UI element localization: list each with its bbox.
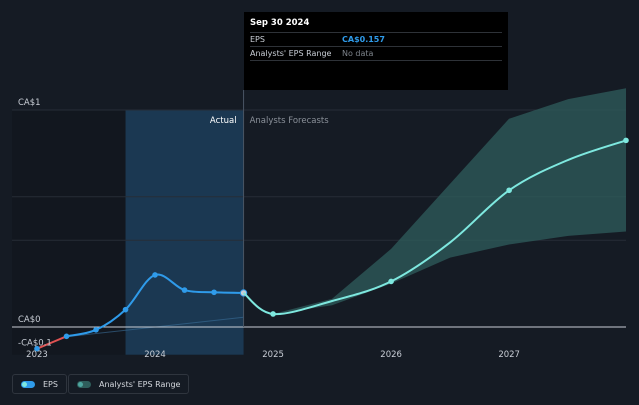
x-tick-label-2: 2025 [262, 350, 284, 360]
eps-forecast-point-2 [506, 187, 512, 194]
eps-forecast-point-3 [623, 137, 629, 144]
eps-forecast-point-0 [270, 311, 276, 317]
tooltip: Sep 30 2024 EPS CA$0.157 Analysts' EPS R… [244, 12, 508, 90]
x-tick-label-3: 2026 [380, 350, 402, 360]
actual-label: Actual [210, 116, 237, 126]
eps-actual-point-1 [63, 333, 70, 340]
actual-highlight [125, 110, 244, 355]
eps-range-band [273, 88, 626, 314]
range-legend-icon [77, 380, 91, 388]
forecast-label: Analysts Forecasts [250, 116, 330, 126]
eps-actual-point-2 [93, 327, 99, 333]
legend-eps-label: EPS [43, 379, 58, 389]
eps-actual-point-5 [181, 287, 188, 293]
eps-actual-point-4 [152, 272, 158, 278]
eps-legend-icon [21, 380, 35, 388]
y-tick-label-1: CA$0 [18, 315, 41, 325]
y-tick-label-2: -CA$0.1 [18, 339, 52, 349]
x-tick-label-1: 2024 [144, 350, 166, 360]
eps-forecast-point-1 [388, 278, 394, 285]
eps-actual-point-6 [211, 289, 217, 296]
past-shade [12, 110, 126, 355]
legend-eps[interactable]: EPS [12, 374, 67, 394]
tooltip-row-eps: EPS CA$0.157 [250, 32, 502, 46]
eps-actual-point-3 [122, 306, 129, 313]
legend-range-label: Analysts' EPS Range [99, 379, 181, 389]
x-tick-label-0: 2023 [26, 350, 48, 360]
x-tick-label-4: 2027 [498, 350, 520, 360]
tooltip-range-value: No data [342, 49, 374, 58]
legend-range[interactable]: Analysts' EPS Range [68, 374, 190, 394]
tooltip-date: Sep 30 2024 [250, 18, 310, 28]
tooltip-range-label: Analysts' EPS Range [250, 49, 332, 58]
tooltip-eps-label: EPS [250, 35, 265, 44]
tooltip-row-range: Analysts' EPS Range No data [250, 46, 502, 61]
eps-forecast-line [242, 139, 627, 316]
tooltip-eps-value: CA$0.157 [342, 35, 385, 44]
y-tick-label-0: CA$1 [18, 98, 41, 108]
eps-actual-point-0 [34, 345, 40, 352]
